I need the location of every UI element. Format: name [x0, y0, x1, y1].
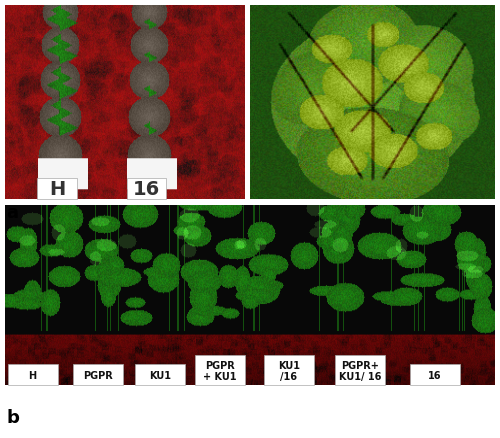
- FancyBboxPatch shape: [38, 178, 78, 199]
- FancyBboxPatch shape: [135, 364, 185, 385]
- FancyBboxPatch shape: [72, 364, 122, 385]
- Text: KU1: KU1: [149, 370, 171, 380]
- FancyBboxPatch shape: [264, 356, 314, 385]
- Text: 16: 16: [133, 179, 160, 198]
- Text: KU1
/16: KU1 /16: [278, 360, 300, 381]
- Text: H: H: [28, 370, 36, 380]
- Text: PGPR+
KU1/ 16: PGPR+ KU1/ 16: [339, 360, 381, 381]
- FancyBboxPatch shape: [195, 356, 245, 385]
- Text: PGPR: PGPR: [82, 370, 112, 380]
- Text: a: a: [6, 204, 18, 222]
- FancyBboxPatch shape: [0, 199, 500, 206]
- Text: H: H: [50, 179, 66, 198]
- FancyBboxPatch shape: [410, 364, 460, 385]
- Text: 16: 16: [428, 370, 442, 380]
- FancyBboxPatch shape: [8, 364, 58, 385]
- Text: b: b: [6, 408, 19, 426]
- FancyBboxPatch shape: [335, 356, 385, 385]
- FancyBboxPatch shape: [126, 178, 166, 199]
- Text: PGPR
+ KU1: PGPR + KU1: [203, 360, 237, 381]
